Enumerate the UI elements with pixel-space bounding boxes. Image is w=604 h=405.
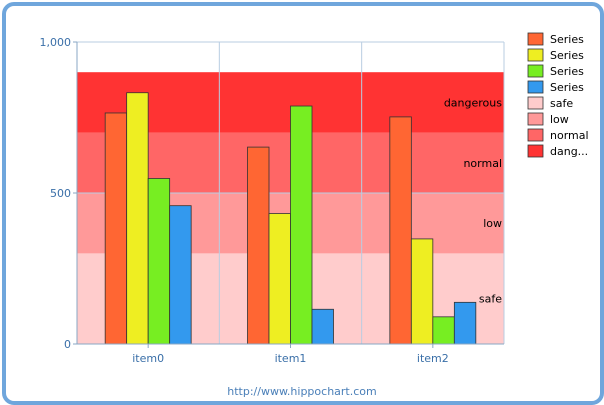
legend-item: normal bbox=[527, 128, 589, 142]
y-tick-label: 1,000 bbox=[40, 36, 72, 49]
legend-swatch bbox=[527, 96, 544, 110]
legend-item: Series bbox=[527, 80, 584, 94]
bar bbox=[311, 308, 334, 345]
legend-label: dang... bbox=[550, 145, 588, 158]
legend-swatch bbox=[527, 32, 544, 46]
band-label-low: low bbox=[483, 217, 502, 230]
legend-label: Series bbox=[550, 49, 584, 62]
legend-item: Series bbox=[527, 48, 584, 62]
bar bbox=[410, 238, 434, 345]
legend: Series Series Series Series safe low normal dan… bbox=[527, 32, 589, 158]
bar bbox=[268, 213, 291, 345]
bar bbox=[247, 146, 270, 345]
legend-swatch bbox=[527, 112, 544, 126]
legend-label: low bbox=[550, 113, 569, 126]
bar bbox=[290, 105, 313, 345]
x-tick-label: item2 bbox=[417, 352, 449, 365]
legend-label: Series bbox=[550, 81, 584, 94]
legend-item: dang... bbox=[527, 144, 588, 158]
bar bbox=[147, 178, 171, 345]
legend-item: Series bbox=[527, 32, 584, 46]
legend-item: low bbox=[527, 112, 569, 126]
band-label-dangerous: dangerous bbox=[444, 96, 502, 109]
y-tick-label: 500 bbox=[50, 187, 71, 200]
bar bbox=[104, 112, 128, 345]
legend-item: Series bbox=[527, 64, 584, 78]
y-tick-label: 0 bbox=[64, 338, 71, 351]
legend-label: normal bbox=[550, 129, 589, 142]
legend-item: safe bbox=[527, 96, 573, 110]
bars bbox=[104, 92, 477, 345]
legend-swatch bbox=[527, 144, 544, 158]
legend-swatch bbox=[527, 48, 544, 62]
bar bbox=[432, 316, 455, 345]
axes: 0 500 1,000 item0 item1 item2 bbox=[40, 36, 504, 365]
band-label-normal: normal bbox=[463, 157, 502, 170]
x-tick-label: item0 bbox=[132, 352, 164, 365]
bar bbox=[169, 205, 192, 345]
band-labels: safe low normal dangerous bbox=[444, 96, 502, 305]
bar bbox=[453, 301, 477, 345]
legend-swatch bbox=[527, 128, 544, 142]
legend-label: safe bbox=[550, 97, 573, 110]
legend-swatch bbox=[527, 80, 544, 94]
band-label-safe: safe bbox=[479, 293, 502, 306]
legend-label: Series bbox=[550, 65, 584, 78]
legend-swatch bbox=[527, 64, 544, 78]
bar bbox=[126, 92, 149, 345]
x-tick-label: item1 bbox=[275, 352, 307, 365]
legend-label: Series bbox=[550, 33, 584, 46]
bar bbox=[389, 116, 412, 345]
footer-link[interactable]: http://www.hippochart.com bbox=[227, 385, 377, 398]
